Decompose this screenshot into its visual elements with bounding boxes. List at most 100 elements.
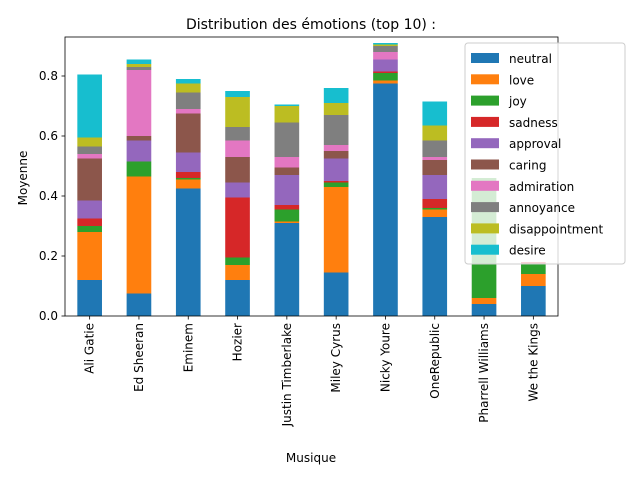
y-tick-label-3: 0.6: [39, 129, 58, 143]
legend-label-approval: approval: [509, 137, 561, 151]
bar-disappointment-7: [422, 125, 448, 141]
x-tick-label-7: OneRepublic: [428, 323, 442, 399]
y-tick-label-4: 0.8: [39, 69, 58, 83]
bar-sadness-0: [77, 218, 102, 226]
bar-disappointment-1: [126, 64, 152, 67]
bar-annoyance-3: [225, 127, 250, 141]
bar-joy-9: [521, 263, 546, 274]
bar-sadness-3: [225, 197, 250, 258]
bar-joy-2: [175, 178, 201, 180]
bar-annoyance-4: [274, 122, 300, 157]
bar-caring-7: [422, 160, 448, 175]
bar-love-7: [422, 209, 448, 217]
bar-sadness-6: [373, 71, 398, 73]
bar-annoyance-2: [175, 92, 201, 109]
bar-sadness-5: [323, 181, 349, 183]
bar-love-8: [471, 298, 497, 304]
bar-approval-2: [175, 152, 201, 172]
bar-approval-0: [77, 200, 102, 219]
legend-label-neutral: neutral: [509, 52, 552, 66]
bar-caring-3: [225, 157, 250, 183]
x-axis-label: Musique: [286, 451, 336, 465]
bar-neutral-3: [225, 280, 250, 316]
bar-approval-5: [323, 158, 349, 181]
legend-label-love: love: [509, 73, 534, 87]
bar-admiration-5: [323, 145, 349, 151]
bar-admiration-4: [274, 157, 300, 168]
legend-label-sadness: sadness: [509, 116, 558, 130]
bar-approval-3: [225, 182, 250, 198]
bar-love-1: [126, 176, 152, 294]
bar-approval-7: [422, 175, 448, 199]
bar-neutral-6: [373, 83, 398, 316]
bar-love-4: [274, 221, 300, 223]
legend-box: [464, 42, 626, 265]
bar-disappointment-2: [175, 83, 201, 93]
bars-group: [77, 43, 546, 316]
legend-label-caring: caring: [509, 159, 546, 173]
bar-love-9: [521, 274, 546, 286]
y-tick-label-1: 0.2: [39, 249, 58, 263]
bar-desire-0: [77, 74, 102, 138]
bar-desire-1: [126, 59, 152, 64]
bar-love-5: [323, 187, 349, 273]
bar-neutral-8: [471, 304, 497, 316]
bar-approval-4: [274, 175, 300, 205]
bar-neutral-5: [323, 272, 349, 316]
bar-disappointment-3: [225, 97, 250, 127]
bar-love-6: [373, 80, 398, 84]
bar-love-3: [225, 265, 250, 280]
bar-joy-6: [373, 73, 398, 81]
legend-label-desire: desire: [509, 244, 546, 258]
bar-annoyance-6: [373, 46, 398, 52]
bar-admiration-3: [225, 140, 250, 157]
bar-neutral-4: [274, 223, 300, 316]
bar-approval-1: [126, 140, 152, 162]
legend-swatch-approval: [471, 138, 499, 149]
bar-desire-7: [422, 101, 448, 126]
legend-swatch-neutral: [471, 53, 499, 63]
x-tick-label-3: Hozier: [231, 323, 245, 361]
legend-swatch-admiration: [471, 180, 499, 191]
legend-swatch-disappointment: [471, 223, 499, 234]
bar-disappointment-4: [274, 106, 300, 123]
bar-joy-4: [274, 209, 300, 222]
x-tick-label-5: Miley Cyrus: [329, 323, 343, 393]
chart-title: Distribution des émotions (top 10) :: [186, 17, 436, 33]
legend-swatch-sadness: [471, 116, 499, 127]
legend-label-annoyance: annoyance: [509, 201, 575, 215]
legend: neutral love joy sadness approval caring admir…: [464, 42, 626, 265]
x-tick-label-6: Nicky Youre: [378, 323, 392, 392]
bar-love-0: [77, 232, 102, 280]
bar-sadness-2: [175, 172, 201, 178]
bar-disappointment-0: [77, 137, 102, 147]
bar-joy-5: [323, 182, 349, 187]
bar-desire-6: [373, 43, 398, 45]
legend-label-disappointment: disappointment: [509, 222, 603, 236]
bar-desire-3: [225, 91, 250, 97]
bar-caring-1: [126, 136, 152, 141]
bar-love-2: [175, 179, 201, 189]
bar-joy-0: [77, 226, 102, 232]
x-tick-label-2: Eminem: [181, 323, 195, 372]
bar-admiration-0: [77, 154, 102, 159]
bar-sadness-7: [422, 199, 448, 208]
x-tick-label-8: Pharrell Williams: [477, 323, 491, 423]
x-tick-label-1: Ed Sheeran: [132, 323, 146, 392]
bar-approval-6: [373, 59, 398, 72]
bar-neutral-9: [521, 286, 546, 316]
bar-annoyance-0: [77, 146, 102, 154]
x-tick-label-9: We the Kings: [526, 323, 540, 402]
bar-neutral-7: [422, 217, 448, 316]
bar-neutral-1: [126, 293, 152, 316]
bar-joy-1: [126, 161, 152, 177]
x-tick-label-4: Justin Timberlake: [280, 323, 294, 427]
bar-desire-2: [175, 79, 201, 84]
bar-disappointment-6: [373, 44, 398, 46]
bar-disappointment-5: [323, 103, 349, 115]
bar-desire-5: [323, 88, 349, 103]
bar-admiration-7: [422, 157, 448, 160]
bar-sadness-4: [274, 205, 300, 210]
bar-annoyance-1: [126, 67, 152, 70]
